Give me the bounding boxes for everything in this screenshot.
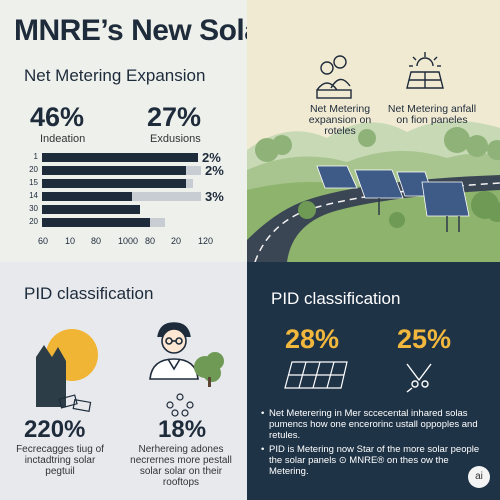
x-axis: 60 10 80 1000 80 20 120 [38,236,218,248]
scene-label: Net Metering expansion on roteles [308,103,372,137]
pid-classification-right-panel: PID classification 28% 25% Net Metererin… [247,262,500,500]
person-icon [149,322,199,380]
bar-label: 20 [29,217,38,226]
stat-value: 25% [397,324,452,354]
bar-row: 14 3% [24,189,244,204]
ai-badge: ai [468,466,490,488]
bar-track [42,179,193,188]
bar-track [42,166,201,175]
solar-panel-icon [316,165,470,232]
pid-icons [284,361,432,393]
stat-value: 18% [158,416,207,443]
bar-percent: 2% [205,163,224,178]
bar-percent: 3% [205,189,224,204]
net-metering-panel: Net Metering Expansion 46% Indeation 27%… [0,58,247,258]
bar-label: 1 [33,152,38,161]
stat-value: 27% [147,102,202,132]
money-icon [58,394,92,413]
stat-label: Exdusions [150,133,201,145]
bar-track [42,192,201,201]
bar-label: 15 [29,178,38,187]
solar-panel-icon [284,361,348,389]
tree-silhouette-icon [36,345,66,407]
bar-fill [42,179,186,188]
tree-icon [194,352,224,387]
people-icon [316,55,352,99]
bar-track [42,153,198,162]
pid-illustration [36,322,224,417]
pid-heading: PID classification [271,289,401,308]
stat-value: 46% [30,102,85,132]
bar-track [42,205,140,214]
bar-percent: 2% [202,150,221,165]
solar-scene-panel: Net Metering expansion on roteles Net Me… [247,0,500,262]
pid-classification-left-panel: PID classification [0,262,247,500]
bar-label: 14 [29,191,38,200]
stat-label: Indeation [40,133,86,145]
scene-label: Net Metering anfall on fion paneles [387,103,477,126]
bar-row: 20 2% [24,163,244,178]
bar-row: 30 [24,204,244,214]
bar-fill [42,218,150,227]
bullet-item: Net Meterering in Mer sccecental inhared… [261,408,489,441]
bar-row: 15 [24,178,244,188]
sun-panel-icon [406,52,444,89]
stat-label: Fecrecagges tiug of inctadtring solar pe… [16,444,104,477]
x-tick-label: 1000 [118,236,139,246]
solar-landscape-illustration [247,0,500,262]
bar-label: 30 [29,204,38,213]
x-tick-label: 80 [91,236,102,246]
tool-icon [406,363,432,393]
x-tick-label: 20 [171,236,182,246]
bar-fill [42,192,132,201]
pid-heading: PID classification [24,284,154,303]
x-tick-label: 80 [145,236,156,246]
x-tick-label: 10 [65,236,76,246]
bar-row: 1 2% [24,150,244,165]
network-icon [166,393,194,417]
bar-label: 20 [29,165,38,174]
bar-track [42,218,165,227]
bar-fill [42,205,140,214]
stat-label: Nerhereing adones necrernes more pestall… [130,444,232,488]
stat-value: 220% [24,416,86,443]
net-metering-heading: Net Metering Expansion [24,66,206,85]
bar-fill [42,153,198,162]
bullet-item: PID is Metering now Star of the more sol… [261,444,489,477]
x-tick-label: 120 [198,236,214,246]
bar-row: 20 [24,217,244,227]
bar-fill [42,166,186,175]
x-tick-label: 60 [38,236,49,246]
stat-value: 28% [285,324,340,354]
